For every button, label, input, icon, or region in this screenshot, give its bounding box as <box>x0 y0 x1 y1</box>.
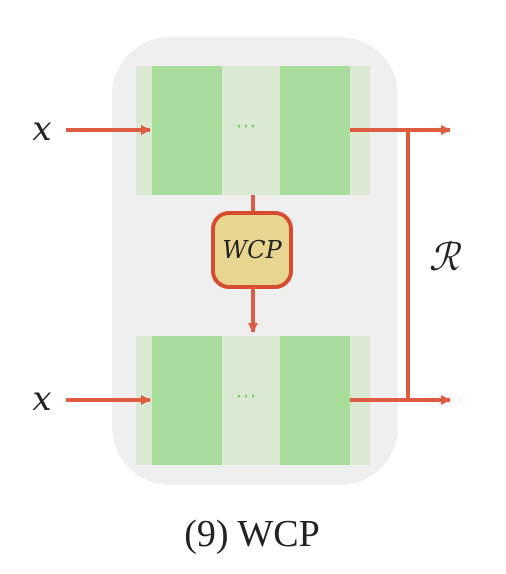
bottom-layer-block: ··· <box>136 336 370 465</box>
figure-caption: (9) WCP <box>184 513 319 555</box>
bottom-input-label: x <box>32 379 51 419</box>
bottom-block-ellipsis: ··· <box>236 385 257 410</box>
top-block-ellipsis: ··· <box>236 115 257 140</box>
wcp-module-label: WCP <box>222 236 282 264</box>
right-bracket-label: ℛ <box>429 235 462 279</box>
top-layer-block: ··· <box>136 66 370 195</box>
top-block-left-bar <box>152 66 222 195</box>
top-input-label: x <box>32 109 51 149</box>
top-block-right-bar <box>280 66 350 195</box>
bottom-block-left-bar <box>152 336 222 465</box>
bottom-block-right-bar <box>280 336 350 465</box>
